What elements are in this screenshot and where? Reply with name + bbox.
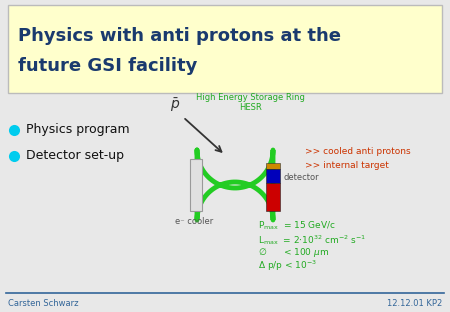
Bar (190, 159, 202, 211)
Text: Physics with anti protons at the: Physics with anti protons at the (18, 27, 341, 45)
Bar (266, 169, 280, 183)
Text: $\bar{p}$: $\bar{p}$ (170, 96, 180, 114)
FancyBboxPatch shape (8, 5, 442, 93)
Text: 12.12.01 KP2: 12.12.01 KP2 (387, 299, 442, 308)
Text: detector: detector (284, 173, 320, 182)
Text: $\varnothing$      < 100 $\mu$m: $\varnothing$ < 100 $\mu$m (258, 246, 329, 259)
Text: High Energy Storage Ring: High Energy Storage Ring (196, 94, 305, 103)
Text: >> cooled anti protons: >> cooled anti protons (305, 147, 410, 156)
Text: e⁻ cooler: e⁻ cooler (175, 217, 213, 226)
Text: Carsten Schwarz: Carsten Schwarz (8, 299, 78, 308)
Bar (266, 163, 280, 169)
Text: HESR: HESR (238, 103, 261, 111)
Text: $\Delta$ p/p < 10$^{-3}$: $\Delta$ p/p < 10$^{-3}$ (258, 259, 317, 273)
Text: future GSI facility: future GSI facility (18, 57, 198, 75)
Text: >> internal target: >> internal target (305, 161, 389, 170)
Text: Detector set-up: Detector set-up (26, 149, 124, 163)
Text: Physics program: Physics program (26, 124, 130, 137)
Bar (266, 183, 280, 211)
Text: L$_{\rm max}$  = 2$\cdot$10$^{32}$ cm$^{-2}$ s$^{-1}$: L$_{\rm max}$ = 2$\cdot$10$^{32}$ cm$^{-… (258, 233, 366, 247)
Text: P$_{\rm max}$  = 15 GeV/c: P$_{\rm max}$ = 15 GeV/c (258, 220, 336, 232)
